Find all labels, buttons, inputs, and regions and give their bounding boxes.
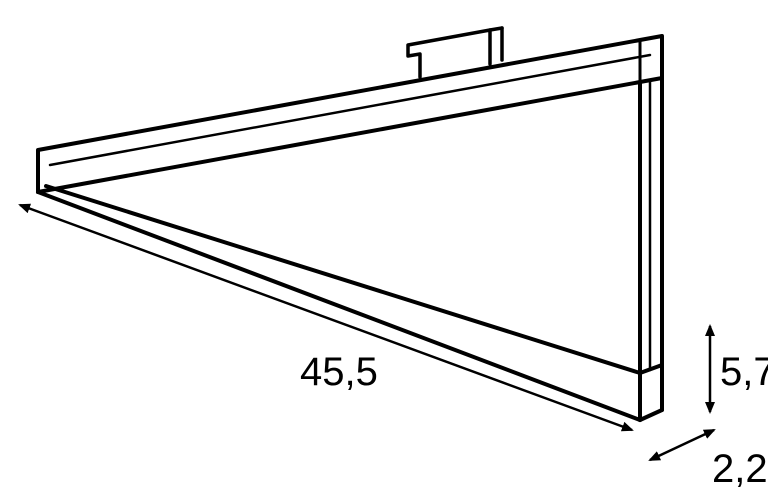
top-face [38, 36, 662, 192]
channel-groove [50, 55, 650, 165]
dimension-height: 5,7 [710, 326, 768, 412]
dimension-height-label: 5,7 [720, 350, 768, 394]
technical-drawing: 45,5 5,7 2,2 [0, 0, 768, 504]
dimension-depth: 2,2 [650, 430, 768, 491]
dimension-length-label: 45,5 [300, 350, 378, 394]
dimension-length: 45,5 [20, 205, 632, 430]
dimension-depth-label: 2,2 [712, 447, 768, 491]
